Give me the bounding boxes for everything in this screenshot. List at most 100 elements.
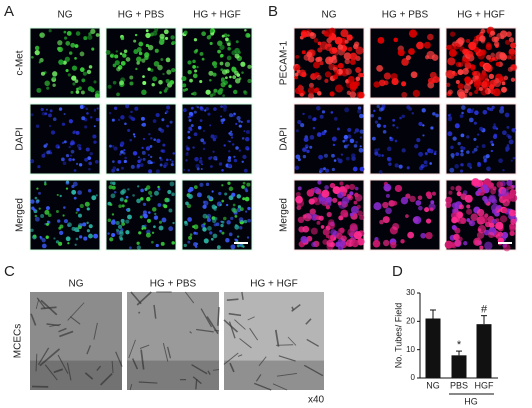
cell bbox=[383, 183, 392, 192]
cell bbox=[342, 139, 346, 143]
cell bbox=[195, 48, 199, 52]
cell bbox=[390, 241, 397, 249]
cell bbox=[353, 41, 360, 47]
cell bbox=[165, 110, 169, 114]
cell bbox=[447, 131, 453, 137]
cell bbox=[30, 199, 35, 204]
cell bbox=[341, 235, 347, 242]
cell bbox=[199, 106, 203, 110]
cell bbox=[501, 86, 507, 93]
cell bbox=[327, 221, 336, 230]
cell bbox=[328, 234, 335, 241]
cell bbox=[78, 235, 83, 239]
cell bbox=[183, 243, 187, 248]
cell bbox=[508, 139, 514, 145]
cell bbox=[493, 41, 500, 47]
cell bbox=[59, 224, 64, 229]
cell bbox=[454, 239, 461, 247]
cell bbox=[34, 196, 38, 200]
cell bbox=[457, 141, 461, 146]
cell bbox=[471, 150, 475, 154]
cell bbox=[297, 186, 302, 191]
cell bbox=[127, 128, 131, 132]
cell bbox=[119, 80, 124, 86]
cell bbox=[349, 183, 356, 191]
cell bbox=[483, 159, 487, 163]
cell bbox=[242, 154, 247, 160]
cell bbox=[457, 83, 464, 90]
cell bbox=[382, 130, 387, 134]
cell bbox=[359, 214, 365, 221]
cell bbox=[484, 241, 493, 250]
cell bbox=[131, 117, 136, 121]
significance-mark: # bbox=[481, 304, 488, 316]
cell bbox=[373, 202, 382, 211]
cell bbox=[425, 232, 433, 240]
cell bbox=[473, 121, 477, 125]
cell bbox=[506, 179, 513, 187]
cell bbox=[246, 147, 250, 151]
cell bbox=[123, 149, 126, 152]
tube bbox=[130, 291, 142, 305]
cell bbox=[335, 84, 344, 93]
cell bbox=[195, 163, 200, 169]
cell bbox=[93, 80, 97, 84]
cell bbox=[188, 114, 192, 118]
micrograph bbox=[223, 291, 324, 391]
cell bbox=[133, 49, 139, 55]
cell bbox=[302, 112, 305, 116]
cell bbox=[347, 228, 355, 237]
cell bbox=[71, 184, 75, 189]
cell bbox=[92, 134, 97, 139]
cell bbox=[134, 106, 139, 111]
cell bbox=[93, 109, 97, 112]
cell bbox=[144, 52, 150, 58]
cell bbox=[228, 132, 231, 135]
cell bbox=[72, 158, 75, 161]
cell bbox=[46, 86, 50, 90]
cell bbox=[466, 218, 471, 222]
cell bbox=[52, 71, 58, 77]
cell bbox=[152, 76, 158, 82]
cell bbox=[356, 204, 361, 209]
cell bbox=[311, 242, 317, 248]
cell bbox=[212, 219, 217, 224]
cell bbox=[119, 153, 122, 156]
cell bbox=[189, 233, 193, 237]
cell bbox=[316, 132, 322, 137]
cell bbox=[319, 41, 328, 50]
cell bbox=[63, 206, 66, 209]
cell bbox=[55, 240, 60, 244]
cell bbox=[107, 218, 112, 223]
cell bbox=[295, 195, 303, 204]
cell bbox=[392, 200, 398, 206]
cell bbox=[303, 54, 311, 61]
cell bbox=[449, 113, 452, 116]
cell bbox=[326, 211, 332, 218]
cell bbox=[206, 218, 211, 222]
cell bbox=[359, 166, 365, 172]
cell bbox=[227, 34, 230, 37]
cell bbox=[354, 80, 360, 87]
cell bbox=[432, 112, 436, 116]
cell bbox=[46, 222, 49, 226]
cell bbox=[120, 228, 124, 232]
cell bbox=[159, 33, 165, 39]
cell bbox=[199, 157, 203, 160]
cell bbox=[325, 205, 331, 210]
cell bbox=[34, 214, 38, 218]
cell bbox=[171, 160, 174, 163]
cell bbox=[112, 63, 117, 68]
cell bbox=[473, 70, 481, 79]
cell bbox=[434, 150, 437, 153]
cell bbox=[58, 230, 64, 236]
cell bbox=[220, 53, 224, 58]
cell bbox=[386, 156, 392, 162]
cell bbox=[420, 232, 426, 239]
panel-label: C bbox=[4, 263, 15, 280]
cell bbox=[219, 203, 222, 207]
cell bbox=[169, 120, 173, 124]
tube bbox=[254, 382, 272, 391]
cell bbox=[228, 150, 231, 153]
cell bbox=[120, 36, 125, 41]
